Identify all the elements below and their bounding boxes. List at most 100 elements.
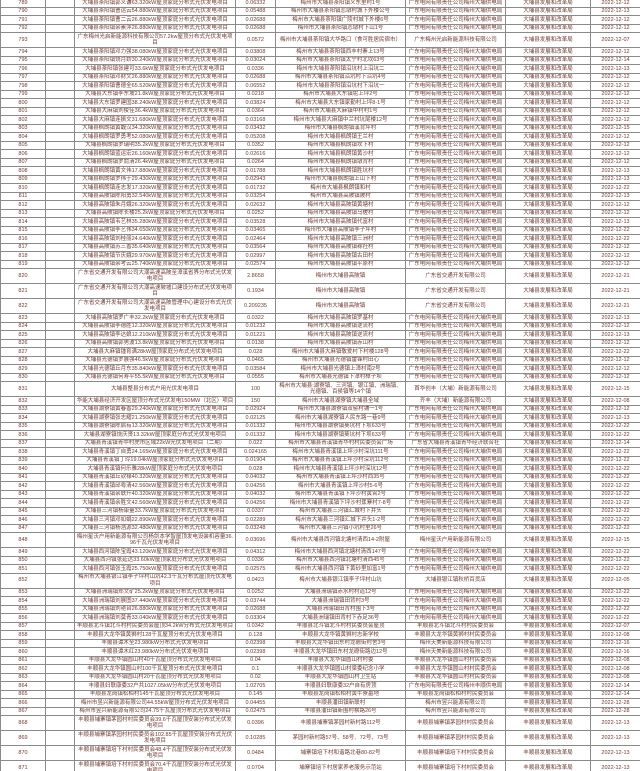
table-row: 843 大埔县青溪镇余联升40.320kW屋顶家庭分布式光伏发电项目 0.04032…: [0, 489, 640, 499]
seq-cell: 832: [0, 396, 46, 406]
seq-cell: 855: [0, 604, 46, 614]
capacity-cell: 0.01221: [235, 330, 276, 340]
company-cell: 广东电网有限责任公司梅州大埔供电局: [405, 413, 506, 423]
location-cell: 梅州市大埔县高陂镇逆流村: [275, 330, 406, 340]
company-cell: 广东电网有限责任公司梅州大埔供电局: [405, 200, 506, 210]
location-cell: 梅州市大埔县茶阳镇太宁村北坎63号: [275, 55, 406, 65]
filing-date-cell: 2022-12-12: [590, 106, 640, 116]
capacity-cell: 150: [235, 396, 276, 406]
location-cell: 大埔县洲瑞镇田背村下赤足36号: [275, 613, 406, 623]
company-cell: 广东梅州光启新能源科技有限公司: [405, 32, 506, 48]
seq-cell: 854: [0, 596, 46, 606]
capacity-cell: 0.04032: [235, 489, 276, 499]
filing-no-cell: [45, 404, 75, 414]
table-row: 795 大埔县茶阳镇饶月娇30.240kW屋顶家庭分布式光伏发电项目 0.03024…: [0, 55, 640, 65]
filing-date-cell: 2022-12-22: [590, 481, 640, 491]
capacity-cell: 0.04: [235, 655, 276, 665]
table-row: 810 大埔县枫朗镇连志发17.320kW屋顶家庭分布式光伏发电项目 0.01732…: [0, 183, 640, 193]
authority-cell: 大埔县发展和改革局: [505, 72, 591, 82]
location-cell: 丰顺县大龙华镇圆山村梁委纪念小学: [275, 664, 406, 674]
company-cell: 广东电网有限责任公司梅州大埔供电局: [405, 106, 506, 116]
project-name-cell: 丰顺县埔寨镇茅园村村民委员会102.85千瓦屋顶安装分布式光伏发电项目: [74, 730, 236, 746]
capacity-cell: 0.02943: [235, 174, 276, 184]
capacity-cell: 0.04032: [235, 472, 276, 482]
location-cell: 梅州市大埔县西河镇北塘村清西45号: [275, 555, 406, 565]
capacity-cell: 0.01788: [235, 166, 276, 176]
authority-cell: 丰顺县发展和改革局: [505, 630, 591, 640]
authority-cell: 大埔县发展和改革局: [505, 564, 591, 574]
authority-cell: 大埔县发展和改革局: [505, 81, 591, 91]
company-cell: 广东电网有限责任公司梅州大埔供电局: [405, 242, 506, 252]
company-cell: 梅州天美新能源科技有限公司: [405, 638, 506, 648]
filing-no-cell: [45, 140, 75, 150]
table-row: 825 大埔县高陂镇李达娘12.210kW屋顶家庭分布式光伏发电项目 0.01221…: [0, 330, 640, 340]
location-cell: 梅州市大埔县高陂镇: [275, 283, 406, 299]
authority-cell: 大埔县发展和改革局: [505, 604, 591, 614]
filing-no-cell: [45, 313, 75, 323]
filing-no-cell: [45, 664, 75, 674]
filing-date-cell: 2022-12-12: [590, 338, 640, 348]
filing-no-cell: [45, 638, 75, 648]
filing-date-cell: 2022-12-08: [590, 655, 640, 665]
location-cell: 梅州市大埔县枫朗镇墩背村: [275, 157, 406, 167]
table-row: 857 丰顺县北斗镇北斗村村民委员会屋顶34.2kW分布式光伏发电项目 0.0342…: [0, 621, 640, 631]
company-cell: 首华创丰（大埔）新能源有限公司: [405, 381, 506, 397]
project-name-cell: 大埔县大麻镇刘俊佳36.4kW屋顶家庭分布式光伏发电项目: [74, 106, 236, 116]
location-cell: 梅州市大埔县茶阳镇大华路口（食可胜居民宿市）: [275, 32, 406, 48]
location-cell: 丰顺县潘田镇新联村: [275, 698, 406, 708]
project-name-cell: 丰顺县大龙华镇圆山村40千瓦屋顶分布式光伏发电项目: [74, 655, 236, 665]
table-row: 841 大埔县青溪镇丘钦禄40.320kW屋顶家庭分布式光伏发电项目 0.04032…: [0, 472, 640, 482]
location-cell: 梅州市大埔县高陂镇陂村: [275, 191, 406, 201]
filing-no-cell: [45, 283, 75, 299]
location-cell: 梅州市大埔县:湖寮镇、三河镇、银江镇、洲瑞镇、光德镇、百侯镇等14个镇: [275, 381, 406, 397]
project-name-cell: 丰顺县埔寨镇茅园村村民委员会39.6千瓦屋顶安装分布式光伏发电项目: [74, 715, 236, 731]
project-name-cell: 丰顺县大龙华镇圆山村100千瓦屋顶分布式光伏发电项目: [74, 664, 236, 674]
seq-cell: 807: [0, 157, 46, 167]
filing-no-cell: [45, 523, 75, 533]
seq-cell: 838: [0, 447, 46, 457]
filing-date-cell: 2022-12-15: [590, 123, 640, 133]
seq-cell: 812: [0, 200, 46, 210]
table-row: 871 丰顺县埔寨镇培下村村民委员会70.4千瓦屋顶安装分布式光伏发电项目 0.07…: [0, 760, 640, 771]
authority-cell: 大埔县发展和改革局: [505, 149, 591, 159]
project-name-cell: 大埔县茶阳镇余素萍26.880kW屋顶家庭分布式光伏发电项目: [74, 23, 236, 33]
filing-date-cell: 2022-12-21: [590, 283, 640, 299]
capacity-cell: 0.0337: [235, 506, 276, 516]
seq-cell: 865: [0, 689, 46, 699]
capacity-cell: 0.024165: [235, 447, 276, 457]
filing-date-cell: 2022-12-12: [590, 132, 640, 142]
capacity-cell: 0.0423: [235, 572, 276, 589]
location-cell: 梅州市大埔县茶阳镇西丰村寨上13号: [275, 47, 406, 57]
company-cell: 丰顺县埔寨镇茅园村村民委员会: [405, 730, 506, 746]
filing-no-cell: [45, 464, 75, 474]
capacity-cell: 0.06552: [235, 81, 276, 91]
seq-cell: 846: [0, 515, 46, 525]
authority-cell: 大埔县发展和改革局: [505, 140, 591, 150]
location-cell: 丰顺县大龙华镇黄狮村志新学校: [275, 630, 406, 640]
filing-no-cell: [45, 421, 75, 431]
capacity-cell: 0.02997: [235, 251, 276, 261]
seq-cell: 820: [0, 268, 46, 284]
filing-date-cell: 2022-12-08: [590, 664, 640, 674]
filing-no-cell: [45, 234, 75, 244]
project-name-cell: 大埔县高陂镇刘桂丽24.640kW屋顶家庭分布式光伏发电项目: [74, 234, 236, 244]
project-name-cell: 大埔县高陂镇韦艺林35.280kW屋顶家庭分布式光伏发电项目: [74, 217, 236, 227]
company-cell: 广东电网有限责任公司梅州大埔供电局: [405, 115, 506, 125]
filing-date-cell: 2022-12-22: [590, 347, 640, 357]
location-cell: 大埔县洲瑞镇赤水村村道12号: [275, 587, 406, 597]
table-row: 816 大埔县高陂镇刘桂丽24.640kW屋顶家庭分布式光伏发电项目 0.02464…: [0, 234, 640, 244]
location-cell: 梅州市大埔县高陂镇李子坪村: [275, 225, 406, 235]
authority-cell: 大埔县发展和改革局: [505, 523, 591, 533]
capacity-cell: 0.03564: [235, 242, 276, 252]
table-row: 802 大埔县大麻镇连振文31.680kW屋顶家庭分布式光伏发电项目 0.03168…: [0, 115, 640, 125]
project-name-cell: 大埔县茶阳镇邓力强38.080kW屋顶家庭分布式光伏发电项目: [74, 47, 236, 57]
project-name-cell: 大埔县青溪镇青中村虎市区域22kW光伏发电项目（二期）: [74, 438, 236, 448]
seq-cell: 805: [0, 140, 46, 150]
filing-no-cell: [45, 200, 75, 210]
filing-date-cell: 2022-12-12: [590, 72, 640, 82]
filing-date-cell: 2022-12-12: [590, 0, 640, 8]
capacity-cell: 0.10285: [235, 730, 276, 746]
project-name-cell: 大埔县洲瑞镇郑文矿25.2kW屋顶家庭分布式光伏发电项目: [74, 587, 236, 597]
company-cell: 广东电网有限责任公司梅州大埔供电局: [405, 98, 506, 108]
table-row: 803 大埔县枫朗镇黄馥汉34.320kW屋顶家庭分布式光伏发电项目 0.03432…: [0, 123, 640, 133]
